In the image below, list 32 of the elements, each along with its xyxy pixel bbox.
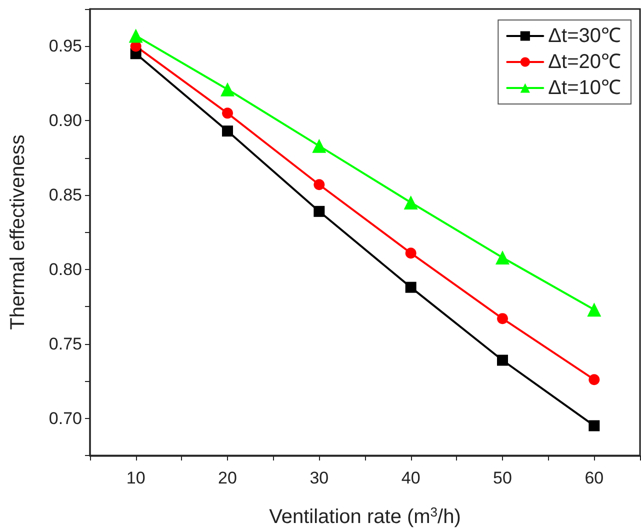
- point: [497, 313, 508, 324]
- x-tick-label: 30: [310, 468, 329, 488]
- x-tick-label: 10: [126, 468, 146, 488]
- x-tick-label: 40: [401, 468, 420, 488]
- point: [314, 206, 325, 217]
- y-axis-title: Thermal effectiveness: [7, 134, 29, 330]
- point: [222, 126, 233, 137]
- legend-label: Δt=30℃: [548, 25, 621, 47]
- point: [496, 250, 510, 265]
- point: [405, 248, 416, 259]
- point: [312, 138, 326, 153]
- point: [588, 420, 600, 432]
- point: [222, 108, 233, 119]
- point: [587, 302, 602, 317]
- x-tick-label: 20: [218, 468, 237, 488]
- y-tick-label: 0.90: [48, 111, 82, 130]
- y-tick-label: 0.85: [48, 186, 82, 205]
- point: [497, 354, 508, 366]
- x-tick-label: 60: [584, 468, 604, 488]
- point: [588, 374, 600, 386]
- point: [220, 82, 234, 96]
- y-tick-label: 0.80: [48, 260, 82, 279]
- point: [404, 195, 418, 210]
- y-tick-label: 0.70: [48, 408, 82, 428]
- point: [405, 282, 416, 293]
- point: [314, 179, 325, 190]
- legend-label: Δt=20℃: [548, 51, 621, 73]
- legend-label: Δt=10℃: [548, 77, 621, 99]
- y-tick-label: 0.95: [48, 36, 82, 56]
- y-tick-label: 0.75: [48, 334, 82, 354]
- point: [128, 28, 143, 43]
- x-tick-label: 50: [493, 468, 512, 488]
